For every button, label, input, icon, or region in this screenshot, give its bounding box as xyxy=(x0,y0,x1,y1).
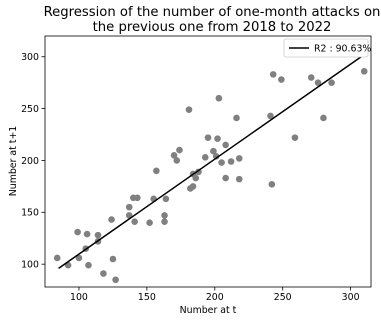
scatter-point-31 xyxy=(192,174,200,182)
scatter-point-21 xyxy=(161,212,168,219)
scatter-point-17 xyxy=(134,194,141,202)
scatter-point-6 xyxy=(85,261,92,269)
y-tick-label-100: 100 xyxy=(21,259,39,270)
scatter-point-26 xyxy=(176,146,183,154)
scatter-point-34 xyxy=(204,134,212,141)
x-axis-label: Number at t xyxy=(180,305,237,316)
scatter-point-0 xyxy=(53,254,61,262)
regression-line-group xyxy=(58,54,365,269)
y-tick-label-200: 200 xyxy=(21,156,39,167)
legend-label: R2 : 90.63% xyxy=(314,44,371,55)
scatter-point-2 xyxy=(74,228,81,236)
scatter-point-48 xyxy=(269,71,277,78)
scatter-point-29 xyxy=(189,183,197,190)
plot-area-frame xyxy=(44,35,372,288)
scatter-point-23 xyxy=(162,195,170,203)
scatter-point-40 xyxy=(222,174,229,182)
x-tick-label-200: 200 xyxy=(206,292,224,303)
scatter-point-10 xyxy=(108,216,115,223)
x-tick-label-250: 250 xyxy=(274,292,292,303)
scatter-point-22 xyxy=(161,218,168,225)
y-axis-label: Number at t+1 xyxy=(8,126,19,197)
scatter-point-33 xyxy=(201,154,209,161)
scatter-point-53 xyxy=(320,114,327,122)
y-tick-label-250: 250 xyxy=(21,104,39,115)
scatter-point-51 xyxy=(307,74,315,81)
chart-title-line-2: the previous one from 2018 to 2022 xyxy=(93,20,332,35)
scatter-point-3 xyxy=(75,254,83,262)
scatter-point-20 xyxy=(153,167,160,175)
scatter-point-16 xyxy=(131,218,138,225)
scatter-points xyxy=(53,67,368,284)
scatter-point-37 xyxy=(214,135,221,142)
y-axis-ticks: 100 150 200 250 300 xyxy=(21,52,45,270)
scatter-point-9 xyxy=(100,270,107,277)
x-axis-ticks: 100 150 200 250 300 xyxy=(70,287,360,303)
scatter-point-39 xyxy=(218,159,225,166)
scatter-point-35 xyxy=(210,147,217,155)
scatter-point-25 xyxy=(173,157,181,164)
scatter-point-49 xyxy=(278,76,285,83)
scatter-point-46 xyxy=(267,112,274,120)
scatter-point-44 xyxy=(235,155,243,162)
scatter-point-5 xyxy=(83,230,91,238)
scatter-point-45 xyxy=(235,175,243,183)
y-tick-label-300: 300 xyxy=(21,52,39,63)
scatter-point-52 xyxy=(314,79,322,86)
legend-box xyxy=(283,38,369,58)
scatter-point-24 xyxy=(170,151,178,159)
scatter-point-54 xyxy=(328,79,335,86)
scatter-point-41 xyxy=(222,141,229,149)
scatter-point-11 xyxy=(109,255,117,263)
scatter-point-43 xyxy=(233,114,240,122)
scatter-point-18 xyxy=(146,219,153,226)
scatter-point-12 xyxy=(112,276,119,284)
scatter-point-47 xyxy=(268,181,276,188)
legend: R2 : 90.63% xyxy=(283,38,371,58)
regression-line xyxy=(58,54,365,269)
x-tick-label-150: 150 xyxy=(138,292,156,303)
scatter-point-27 xyxy=(185,106,193,113)
scatter-point-38 xyxy=(215,94,223,102)
chart-title-line-1: Regression of the number of one-month at… xyxy=(44,5,381,20)
scatter-point-13 xyxy=(125,203,133,211)
scatter-point-7 xyxy=(94,231,102,239)
scatter-point-50 xyxy=(291,134,299,141)
scatter-point-42 xyxy=(227,158,235,165)
x-tick-label-300: 300 xyxy=(342,292,360,303)
scatter-point-55 xyxy=(360,67,368,75)
scatter-point-36 xyxy=(212,153,220,160)
x-tick-label-100: 100 xyxy=(70,292,88,303)
y-tick-label-150: 150 xyxy=(21,208,39,219)
